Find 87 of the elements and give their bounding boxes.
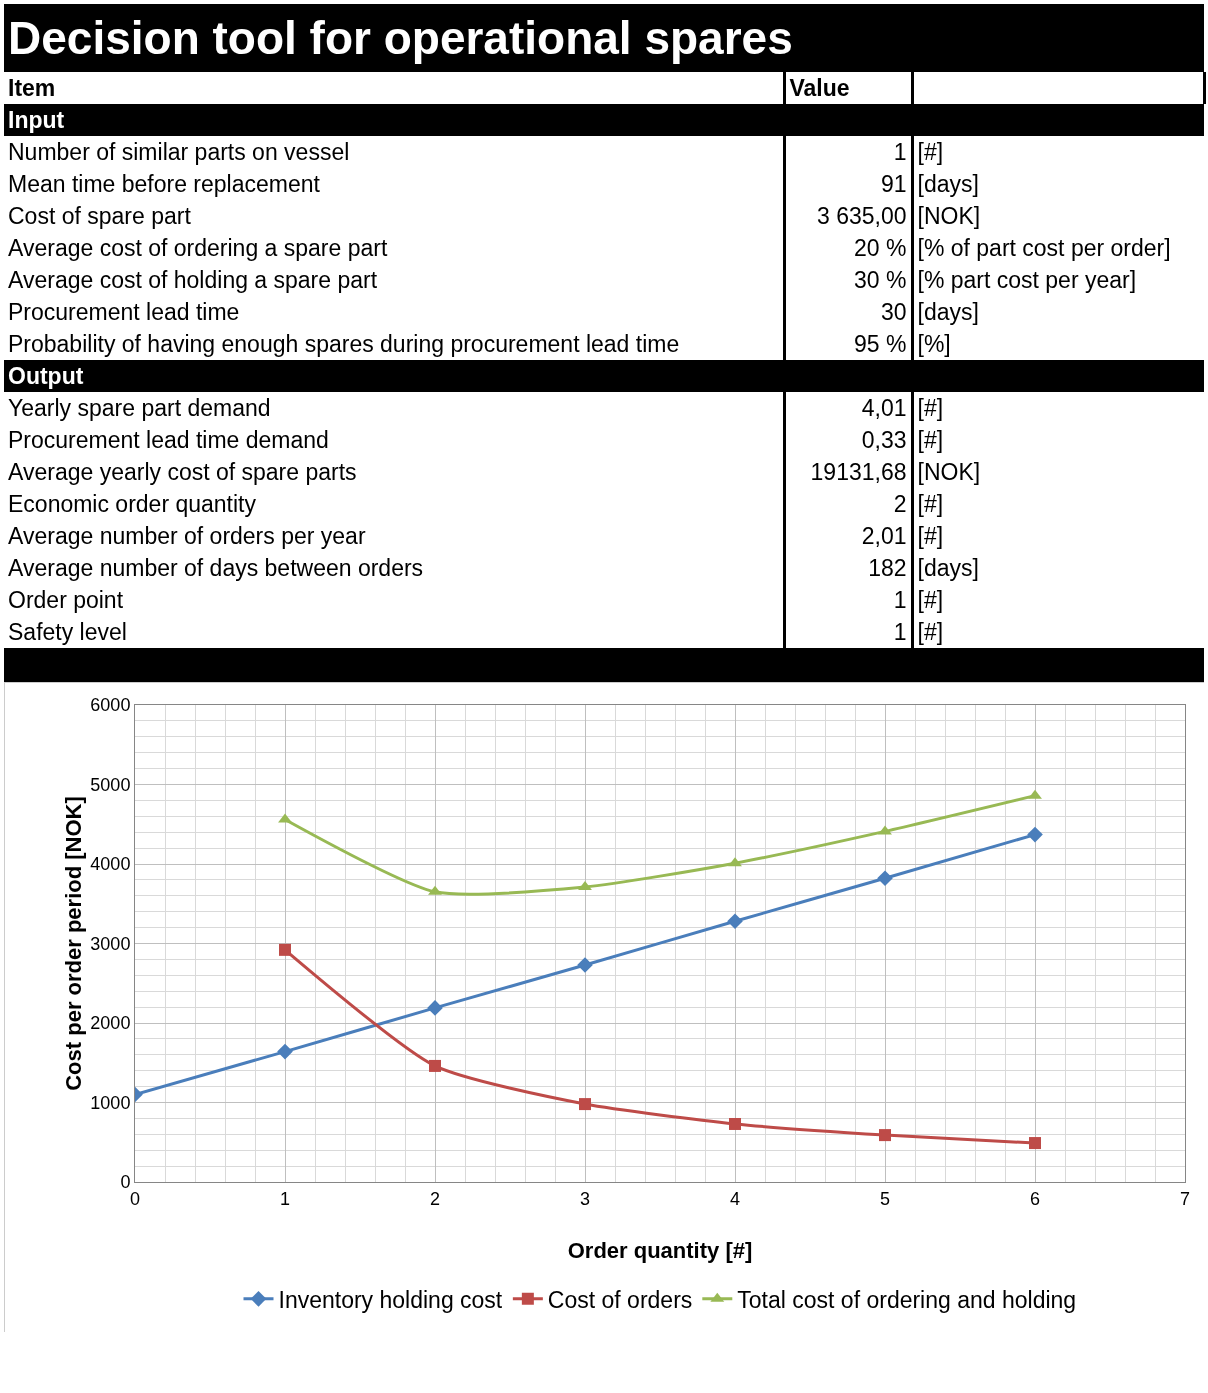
x-tick-label: 7 [1179, 1188, 1191, 1209]
point [729, 1117, 741, 1130]
text: 182 [868, 554, 907, 581]
text: 1 [893, 586, 907, 613]
text: 30 [880, 298, 907, 325]
category-label: Mean time before replacement [4, 168, 784, 200]
point [1027, 826, 1043, 843]
category-label: Number of similar parts on vessel [4, 136, 784, 168]
text: 30 % [854, 266, 907, 293]
y-axis-title: Cost per order period [NOK] [61, 796, 86, 1091]
legend-label: Total cost of ordering and holding [737, 1286, 1077, 1313]
text: 1 [893, 138, 907, 165]
point [429, 1059, 441, 1072]
point [427, 1000, 443, 1016]
point [728, 857, 742, 867]
text: [#] [916, 617, 945, 647]
text: 3 635,00 [816, 202, 907, 229]
text: [% of part cost per order] [916, 233, 1172, 263]
category-label: Average cost of holding a spare part [4, 264, 784, 296]
point [878, 825, 892, 835]
point [1029, 1137, 1041, 1150]
category-label: Procurement lead time demand [4, 424, 784, 456]
point [879, 1129, 891, 1142]
legend-label: Inventory holding cost [278, 1286, 503, 1313]
point [277, 1043, 293, 1060]
point [428, 885, 442, 895]
y-tick-label: 3000 [90, 933, 131, 954]
text: [#] [916, 137, 945, 167]
point [578, 881, 592, 891]
x-tick-label: 2 [429, 1188, 441, 1209]
y-tick-label: 2000 [90, 1013, 131, 1034]
text: 19131,68 [810, 458, 907, 485]
point [877, 870, 893, 887]
text: [%] [916, 329, 952, 359]
text: Value [784, 72, 912, 104]
text: 1 [893, 618, 907, 645]
text: [#] [916, 425, 945, 455]
text: [NOK] [916, 201, 982, 231]
x-tick-label: 6 [1029, 1188, 1041, 1209]
text: [#] [916, 393, 945, 423]
text: Output [4, 360, 1205, 392]
text: [days] [916, 553, 980, 583]
y-tick-label: 4000 [90, 854, 131, 875]
category-label: Average cost of ordering a spare part [4, 232, 784, 264]
text: [NOK] [916, 457, 982, 487]
x-tick-label: 3 [579, 1188, 591, 1209]
category-label: Safety level [4, 616, 784, 648]
text: Item [4, 72, 784, 104]
text: 91 [880, 170, 907, 197]
point [577, 957, 593, 973]
y-tick-label: 5000 [90, 774, 131, 795]
text: 2 [893, 490, 907, 517]
y-tick-label: 0 [120, 1172, 131, 1193]
category-label: Cost of spare part [4, 200, 784, 232]
text: [#] [916, 585, 945, 615]
point [1028, 789, 1042, 799]
category-label: Probability of having enough spares during procurement lead time [4, 328, 784, 360]
text: 4,01 [861, 394, 907, 421]
category-label: Order point [4, 584, 784, 616]
y-tick-label: 6000 [90, 695, 131, 716]
text: 0,33 [861, 426, 907, 453]
text: 2,01 [861, 522, 907, 549]
text: 20 % [854, 234, 907, 261]
point [727, 913, 743, 930]
legend-label: Cost of orders [547, 1286, 693, 1313]
category-label: Procurement lead time [4, 296, 784, 328]
point [278, 813, 292, 823]
category-label: Average yearly cost of spare parts [4, 456, 784, 488]
point [279, 943, 291, 956]
text: [#] [916, 521, 945, 551]
text: Decision tool for operational spares [4, 4, 1205, 72]
text: Input [4, 104, 1205, 136]
point [579, 1098, 591, 1111]
text: [days] [916, 169, 980, 199]
x-tick-label: 1 [279, 1188, 291, 1209]
y-tick-label: 1000 [90, 1092, 131, 1113]
x-tick-label: 4 [729, 1188, 741, 1209]
x-axis-title: Order quantity [#] [567, 1238, 753, 1263]
x-tick-label: 5 [879, 1188, 891, 1209]
text: [days] [916, 297, 980, 327]
category-label: Average number of days between orders [4, 552, 784, 584]
category-label: Average number of orders per year [4, 520, 784, 552]
text: [#] [916, 489, 945, 519]
text: [% part cost per year] [916, 265, 1138, 295]
text: 95 % [854, 330, 907, 357]
category-label: Economic order quantity [4, 488, 784, 520]
category-label: Yearly spare part demand [4, 392, 784, 424]
